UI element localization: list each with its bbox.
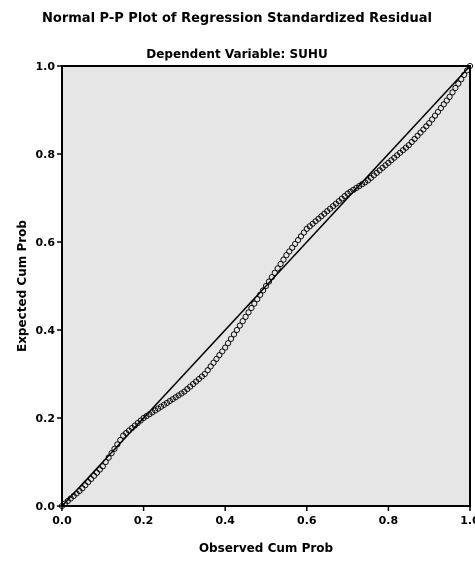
data-point (213, 355, 220, 362)
data-point (210, 359, 217, 366)
data-point (286, 248, 293, 255)
data-point (277, 260, 284, 268)
x-tick-label: 0.0 (52, 514, 72, 527)
data-point (254, 296, 261, 303)
data-point (242, 313, 249, 320)
y-tick-label: 0.8 (36, 148, 56, 161)
data-point (446, 93, 453, 100)
data-point (117, 436, 124, 444)
data-point (280, 256, 287, 263)
data-point (431, 112, 439, 119)
x-tick-label: 0.4 (215, 514, 235, 527)
y-tick-label: 0.4 (36, 324, 56, 337)
data-point (239, 318, 246, 325)
y-tick-label: 0.0 (36, 500, 56, 513)
data-point (466, 62, 474, 70)
data-point (227, 335, 235, 342)
data-point (440, 101, 447, 108)
data-point (262, 282, 270, 290)
data-point (283, 252, 290, 259)
data-point (257, 291, 264, 298)
data-point (251, 300, 258, 307)
data-point (461, 71, 468, 78)
x-tick-label: 1.0 (460, 514, 475, 527)
data-point (245, 309, 252, 316)
points-layer (58, 62, 474, 510)
y-tick-label: 0.6 (36, 236, 56, 249)
data-point (260, 287, 267, 294)
data-point (219, 348, 226, 355)
data-point (111, 445, 118, 452)
data-point (207, 363, 214, 370)
data-point (274, 265, 281, 272)
data-point (216, 352, 223, 359)
data-point (452, 84, 459, 92)
data-point (201, 370, 208, 378)
x-tick-label: 0.8 (379, 514, 399, 527)
data-point (443, 97, 450, 104)
data-point (114, 441, 121, 448)
y-axis-ticks: 0.0 0.2 0.4 0.6 0.8 1.0 (36, 60, 62, 513)
data-point (236, 322, 243, 329)
x-axis-ticks: 0.0 0.2 0.4 0.6 0.8 1.0 (52, 506, 475, 527)
data-point (225, 340, 232, 347)
data-point (289, 244, 296, 251)
data-point (268, 274, 275, 281)
data-point (108, 450, 115, 457)
y-tick-label: 0.2 (36, 412, 56, 425)
data-point (437, 105, 444, 112)
data-point (271, 269, 278, 276)
data-point (105, 454, 112, 461)
data-point (300, 229, 307, 236)
data-point (464, 67, 471, 74)
x-tick-label: 0.2 (134, 514, 154, 527)
data-point (455, 80, 462, 87)
chart-subtitle: Dependent Variable: SUHU (146, 47, 327, 61)
data-point (295, 237, 302, 244)
data-point (102, 458, 109, 466)
data-point (297, 233, 305, 240)
data-point (248, 304, 255, 312)
x-tick-label: 0.6 (297, 514, 317, 527)
data-point (230, 331, 237, 338)
chart-title: Normal P-P Plot of Regression Standardiz… (42, 11, 432, 26)
data-point (292, 240, 299, 247)
data-point (99, 463, 106, 470)
data-point (222, 344, 229, 351)
x-axis-label: Observed Cum Prob (199, 541, 334, 555)
y-axis-label: Expected Cum Prob (15, 220, 29, 352)
data-point (265, 278, 272, 285)
data-point (434, 108, 441, 115)
y-tick-label: 1.0 (36, 60, 56, 73)
data-point (429, 116, 436, 123)
data-point (426, 120, 433, 127)
data-point (204, 367, 211, 374)
data-point (233, 326, 240, 334)
data-point (458, 76, 465, 83)
data-point (449, 89, 456, 96)
